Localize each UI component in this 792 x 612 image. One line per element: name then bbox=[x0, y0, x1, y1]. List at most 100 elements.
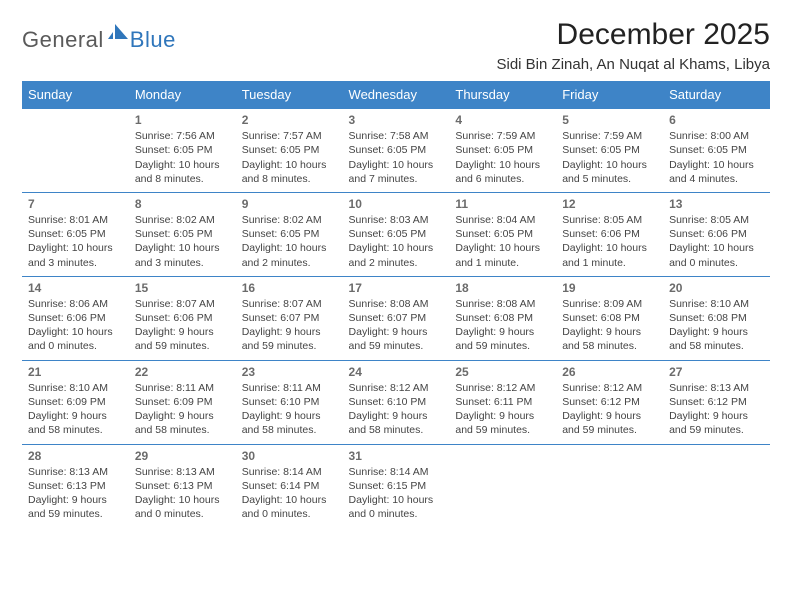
calendar-body: 1Sunrise: 7:56 AMSunset: 6:05 PMDaylight… bbox=[22, 109, 770, 528]
day-info-line: Sunrise: 8:12 AM bbox=[349, 381, 444, 395]
day-info-line: Daylight: 10 hours bbox=[562, 241, 657, 255]
day-info-line: and 3 minutes. bbox=[135, 256, 230, 270]
day-info-line: Sunset: 6:05 PM bbox=[669, 143, 764, 157]
day-info-line: Daylight: 10 hours bbox=[455, 241, 550, 255]
day-number: 8 bbox=[135, 196, 230, 212]
day-header: Friday bbox=[556, 81, 663, 109]
day-info-line: Sunrise: 8:04 AM bbox=[455, 213, 550, 227]
day-info-line: Daylight: 9 hours bbox=[349, 325, 444, 339]
day-info-line: Sunset: 6:05 PM bbox=[28, 227, 123, 241]
day-number: 29 bbox=[135, 448, 230, 464]
day-info-line: Daylight: 9 hours bbox=[669, 325, 764, 339]
calendar-day-cell: 10Sunrise: 8:03 AMSunset: 6:05 PMDayligh… bbox=[343, 192, 450, 276]
calendar-day-cell: 19Sunrise: 8:09 AMSunset: 6:08 PMDayligh… bbox=[556, 276, 663, 360]
calendar-day-cell: 27Sunrise: 8:13 AMSunset: 6:12 PMDayligh… bbox=[663, 360, 770, 444]
day-info-line: and 59 minutes. bbox=[455, 339, 550, 353]
day-number: 15 bbox=[135, 280, 230, 296]
day-info-line: and 58 minutes. bbox=[349, 423, 444, 437]
calendar-day-cell: 13Sunrise: 8:05 AMSunset: 6:06 PMDayligh… bbox=[663, 192, 770, 276]
day-info-line: Sunset: 6:08 PM bbox=[562, 311, 657, 325]
day-info-line: Sunset: 6:13 PM bbox=[135, 479, 230, 493]
day-info-line: Sunset: 6:06 PM bbox=[562, 227, 657, 241]
day-info-line: Sunset: 6:11 PM bbox=[455, 395, 550, 409]
brand-logo: General Blue bbox=[22, 18, 176, 55]
day-info-line: Sunset: 6:05 PM bbox=[135, 227, 230, 241]
day-info-line: and 59 minutes. bbox=[455, 423, 550, 437]
day-info-line: and 4 minutes. bbox=[669, 172, 764, 186]
day-header: Tuesday bbox=[236, 81, 343, 109]
day-info-line: Sunset: 6:10 PM bbox=[349, 395, 444, 409]
day-number: 10 bbox=[349, 196, 444, 212]
day-info-line: Sunrise: 8:11 AM bbox=[135, 381, 230, 395]
day-info-line: and 0 minutes. bbox=[242, 507, 337, 521]
day-info-line: and 6 minutes. bbox=[455, 172, 550, 186]
day-number: 16 bbox=[242, 280, 337, 296]
day-info-line: and 59 minutes. bbox=[562, 423, 657, 437]
day-info-line: Daylight: 9 hours bbox=[455, 409, 550, 423]
calendar-page: General Blue December 2025 Sidi Bin Zina… bbox=[0, 0, 792, 612]
day-number: 23 bbox=[242, 364, 337, 380]
day-info-line: Daylight: 10 hours bbox=[242, 493, 337, 507]
day-info-line: Sunset: 6:05 PM bbox=[349, 143, 444, 157]
brand-sail-icon bbox=[108, 24, 128, 45]
day-info-line: Sunset: 6:09 PM bbox=[28, 395, 123, 409]
day-info-line: Sunrise: 7:59 AM bbox=[562, 129, 657, 143]
day-info-line: Sunrise: 8:00 AM bbox=[669, 129, 764, 143]
day-info-line: Daylight: 10 hours bbox=[28, 241, 123, 255]
day-info-line: Daylight: 9 hours bbox=[562, 409, 657, 423]
day-number: 4 bbox=[455, 112, 550, 128]
day-info-line: Sunrise: 8:13 AM bbox=[28, 465, 123, 479]
calendar-day-cell: 22Sunrise: 8:11 AMSunset: 6:09 PMDayligh… bbox=[129, 360, 236, 444]
day-info-line: Sunrise: 8:05 AM bbox=[669, 213, 764, 227]
day-info-line: and 8 minutes. bbox=[135, 172, 230, 186]
day-info-line: and 58 minutes. bbox=[669, 339, 764, 353]
day-info-line: Sunset: 6:12 PM bbox=[562, 395, 657, 409]
calendar-header-row: SundayMondayTuesdayWednesdayThursdayFrid… bbox=[22, 81, 770, 109]
calendar-day-cell: 25Sunrise: 8:12 AMSunset: 6:11 PMDayligh… bbox=[449, 360, 556, 444]
day-info-line: Daylight: 9 hours bbox=[455, 325, 550, 339]
day-info-line: Sunrise: 8:12 AM bbox=[562, 381, 657, 395]
day-info-line: Sunset: 6:07 PM bbox=[242, 311, 337, 325]
day-info-line: and 58 minutes. bbox=[562, 339, 657, 353]
day-info-line: Sunrise: 8:05 AM bbox=[562, 213, 657, 227]
day-number: 18 bbox=[455, 280, 550, 296]
day-info-line: and 0 minutes. bbox=[669, 256, 764, 270]
calendar-day-cell: 28Sunrise: 8:13 AMSunset: 6:13 PMDayligh… bbox=[22, 444, 129, 527]
calendar-day-cell: 17Sunrise: 8:08 AMSunset: 6:07 PMDayligh… bbox=[343, 276, 450, 360]
calendar-day-cell: 9Sunrise: 8:02 AMSunset: 6:05 PMDaylight… bbox=[236, 192, 343, 276]
day-number: 17 bbox=[349, 280, 444, 296]
day-info-line: Sunset: 6:06 PM bbox=[28, 311, 123, 325]
day-info-line: Sunset: 6:09 PM bbox=[135, 395, 230, 409]
day-header: Thursday bbox=[449, 81, 556, 109]
day-info-line: and 5 minutes. bbox=[562, 172, 657, 186]
calendar-day-cell: 3Sunrise: 7:58 AMSunset: 6:05 PMDaylight… bbox=[343, 109, 450, 193]
day-info-line: Sunrise: 8:01 AM bbox=[28, 213, 123, 227]
day-info-line: Sunrise: 7:57 AM bbox=[242, 129, 337, 143]
day-info-line: and 59 minutes. bbox=[242, 339, 337, 353]
day-info-line: and 1 minute. bbox=[562, 256, 657, 270]
day-info-line: and 0 minutes. bbox=[135, 507, 230, 521]
day-info-line: Daylight: 10 hours bbox=[349, 158, 444, 172]
day-info-line: Sunset: 6:08 PM bbox=[455, 311, 550, 325]
day-info-line: and 0 minutes. bbox=[349, 507, 444, 521]
day-number: 1 bbox=[135, 112, 230, 128]
day-info-line: Daylight: 9 hours bbox=[242, 325, 337, 339]
calendar-week-row: 7Sunrise: 8:01 AMSunset: 6:05 PMDaylight… bbox=[22, 192, 770, 276]
day-info-line: Sunset: 6:06 PM bbox=[135, 311, 230, 325]
day-info-line: Sunset: 6:10 PM bbox=[242, 395, 337, 409]
day-info-line: Daylight: 9 hours bbox=[135, 325, 230, 339]
day-info-line: and 2 minutes. bbox=[349, 256, 444, 270]
day-number: 30 bbox=[242, 448, 337, 464]
calendar-day-cell: 31Sunrise: 8:14 AMSunset: 6:15 PMDayligh… bbox=[343, 444, 450, 527]
day-info-line: Daylight: 9 hours bbox=[28, 409, 123, 423]
day-info-line: Sunrise: 8:14 AM bbox=[242, 465, 337, 479]
location-line: Sidi Bin Zinah, An Nuqat al Khams, Libya bbox=[497, 56, 771, 73]
day-info-line: Sunset: 6:06 PM bbox=[669, 227, 764, 241]
day-info-line: Sunset: 6:15 PM bbox=[349, 479, 444, 493]
day-info-line: Sunrise: 8:03 AM bbox=[349, 213, 444, 227]
day-header: Wednesday bbox=[343, 81, 450, 109]
day-info-line: and 58 minutes. bbox=[28, 423, 123, 437]
calendar-week-row: 1Sunrise: 7:56 AMSunset: 6:05 PMDaylight… bbox=[22, 109, 770, 193]
day-info-line: and 58 minutes. bbox=[135, 423, 230, 437]
day-info-line: Daylight: 10 hours bbox=[135, 241, 230, 255]
